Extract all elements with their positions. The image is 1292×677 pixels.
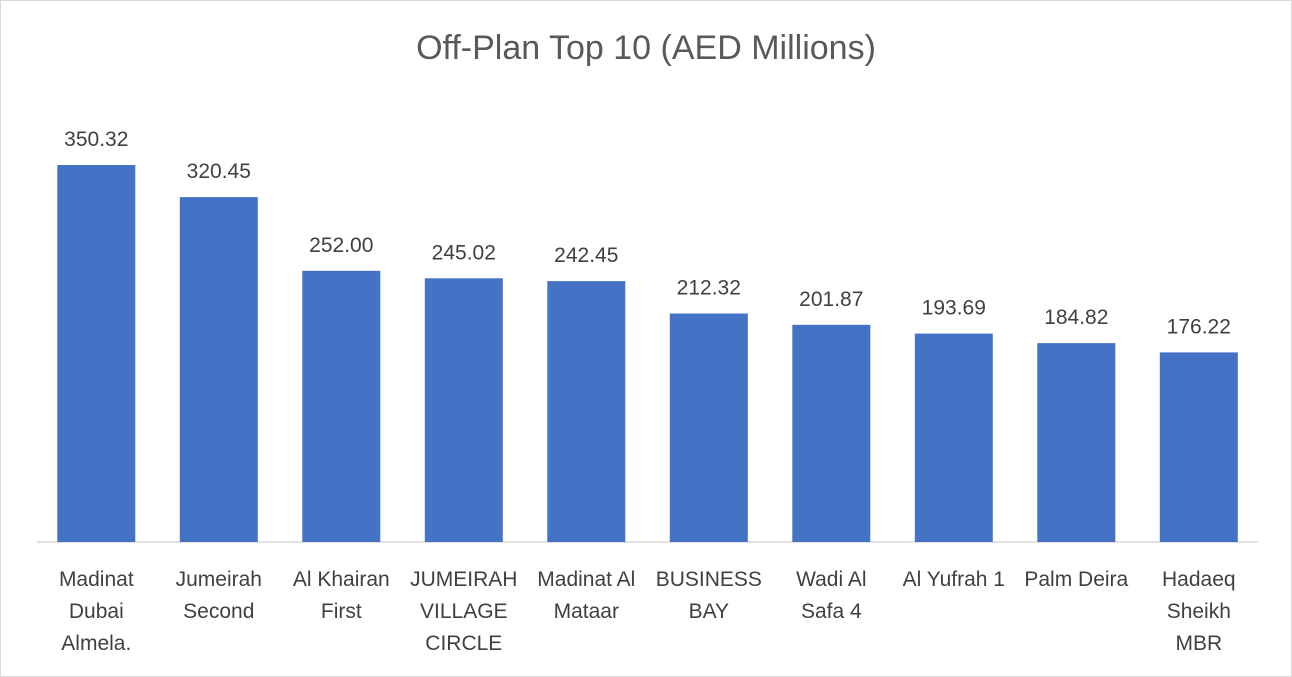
bar-value-label-6: 212.32: [677, 277, 741, 300]
bar-value-label-2: 320.45: [187, 160, 251, 183]
bar-value-label-1: 350.32: [64, 128, 128, 151]
bar-4: [424, 278, 503, 542]
category-label-6: BUSINESS BAY: [656, 568, 762, 623]
category-label-line: Hadaeq: [1162, 568, 1236, 591]
category-label-line: CIRCLE: [425, 632, 502, 655]
category-label-line: Second: [183, 600, 254, 623]
bar-value-label-9: 184.82: [1044, 306, 1108, 329]
bar-5: [547, 281, 626, 542]
category-labels-group: Madinat Dubai Almela. Jumeirah Second Al Khai…: [59, 568, 1236, 655]
category-label-line: Almela.: [61, 632, 131, 655]
category-label-line: Safa 4: [801, 600, 862, 623]
bar-value-label-8: 193.69: [922, 297, 986, 320]
category-label-line: Palm Deira: [1024, 568, 1128, 591]
bar-2: [179, 197, 258, 542]
bar-value-label-7: 201.87: [799, 288, 863, 311]
value-labels-group: 350.32 320.45 252.00 245.02 242.45 212.32 201.…: [64, 128, 1231, 338]
category-label-2: Jumeirah Second: [176, 568, 262, 623]
bar-value-label-10: 176.22: [1167, 315, 1231, 338]
category-label-line: Wadi Al: [796, 568, 866, 591]
category-label-8: Al Yufrah 1: [903, 568, 1005, 591]
chart-title: Off-Plan Top 10 (AED Millions): [416, 29, 876, 67]
category-label-4: JUMEIRAH VILLAGE CIRCLE: [410, 568, 517, 655]
bar-3: [302, 270, 381, 542]
category-label-line: BUSINESS: [656, 568, 762, 591]
bar-1: [57, 165, 136, 542]
category-label-line: VILLAGE: [420, 600, 508, 623]
bar-10: [1159, 352, 1238, 542]
category-label-9: Palm Deira: [1024, 568, 1128, 591]
category-label-line: MBR: [1175, 632, 1222, 655]
category-label-line: Al Khairan: [293, 568, 390, 591]
category-label-line: BAY: [689, 600, 729, 623]
category-label-line: Madinat: [59, 568, 134, 591]
category-label-line: Jumeirah: [176, 568, 262, 591]
bar-value-label-4: 245.02: [432, 241, 496, 264]
category-label-1: Madinat Dubai Almela.: [59, 568, 134, 655]
category-label-line: Al Yufrah 1: [903, 568, 1005, 591]
bar-value-label-5: 242.45: [554, 244, 618, 267]
bar-value-label-3: 252.00: [309, 234, 373, 257]
category-label-7: Wadi Al Safa 4: [796, 568, 866, 623]
bar-7: [792, 324, 871, 542]
category-label-3: Al Khairan First: [293, 568, 390, 623]
category-label-line: Sheikh: [1167, 600, 1231, 623]
category-label-line: Mataar: [554, 600, 619, 623]
category-label-line: Madinat Al: [537, 568, 635, 591]
bar-6: [669, 313, 748, 542]
category-label-line: First: [321, 600, 362, 623]
bars-group: [57, 165, 1238, 542]
category-label-10: Hadaeq Sheikh MBR: [1162, 568, 1236, 655]
bar-8: [914, 333, 993, 542]
category-label-line: Dubai: [69, 600, 124, 623]
category-label-line: JUMEIRAH: [410, 568, 517, 591]
category-label-5: Madinat Al Mataar: [537, 568, 635, 623]
bar-9: [1037, 343, 1116, 542]
